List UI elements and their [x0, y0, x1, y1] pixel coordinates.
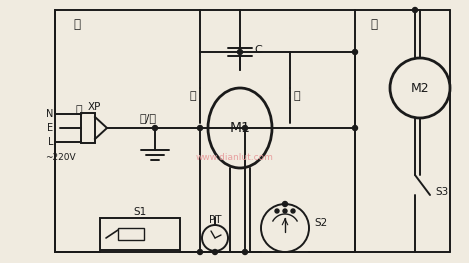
Text: L: L [47, 137, 53, 147]
Text: M1: M1 [229, 121, 250, 135]
Circle shape [291, 209, 295, 213]
Text: S3: S3 [435, 187, 448, 197]
Text: S1: S1 [133, 207, 147, 217]
Text: PT: PT [209, 215, 221, 225]
Text: XP: XP [87, 102, 101, 112]
Text: 黑: 黑 [370, 18, 377, 31]
Text: www.dianlut.com: www.dianlut.com [196, 154, 274, 163]
Circle shape [283, 209, 287, 213]
Text: ~220V: ~220V [45, 154, 76, 163]
Circle shape [197, 125, 203, 130]
Circle shape [242, 250, 248, 255]
Text: S2: S2 [314, 218, 327, 228]
Circle shape [212, 250, 218, 255]
Circle shape [275, 209, 279, 213]
Text: 黄: 黄 [294, 91, 301, 101]
Text: C: C [254, 45, 262, 55]
Circle shape [413, 8, 417, 13]
Text: M2: M2 [411, 82, 429, 94]
Text: E: E [47, 123, 53, 133]
Text: N: N [45, 109, 53, 119]
Circle shape [152, 125, 158, 130]
Text: 棕: 棕 [75, 105, 82, 115]
Circle shape [353, 49, 357, 54]
Circle shape [237, 49, 242, 54]
Circle shape [353, 125, 357, 130]
Circle shape [242, 125, 248, 130]
Circle shape [282, 201, 287, 206]
Text: 灰: 灰 [189, 91, 196, 101]
Text: 蓝: 蓝 [73, 18, 80, 31]
Circle shape [197, 250, 203, 255]
Text: 黄/綠: 黄/綠 [139, 113, 157, 123]
